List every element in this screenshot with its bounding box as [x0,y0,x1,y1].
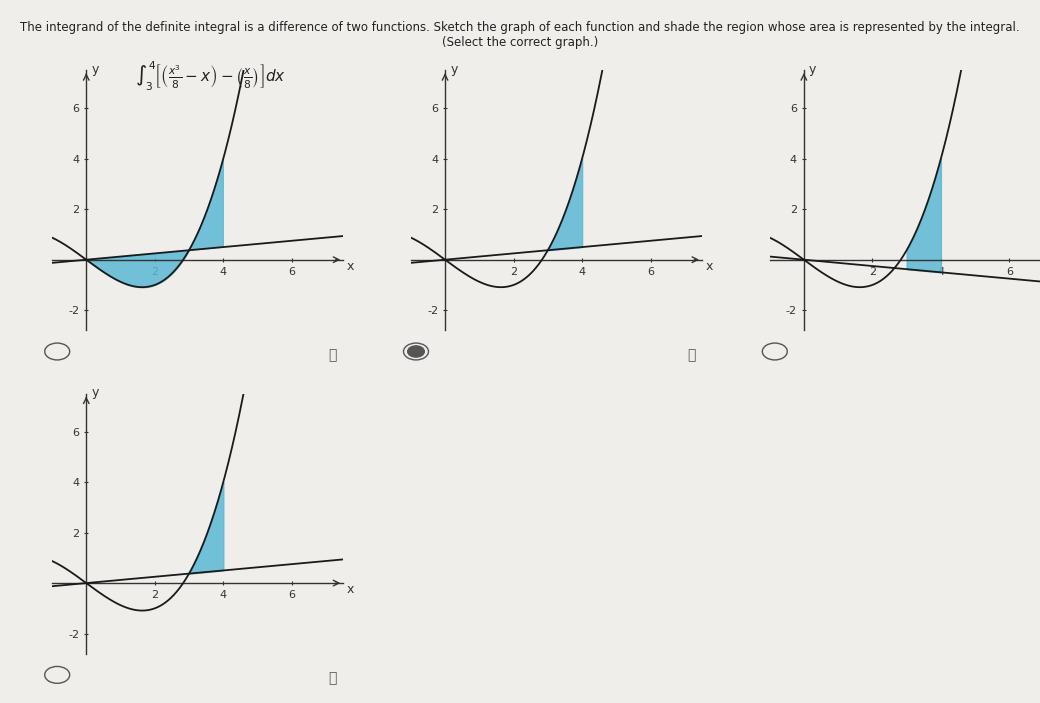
Text: ⓘ: ⓘ [687,348,696,362]
Text: $\int_3^4\left[\left(\frac{x^3}{8}-x\right)-\left(\frac{x}{8}\right)\right]dx$: $\int_3^4\left[\left(\frac{x^3}{8}-x\rig… [135,60,286,93]
Text: x: x [346,583,354,596]
Text: ⓘ: ⓘ [329,348,337,362]
Text: y: y [809,63,816,76]
Text: x: x [346,260,354,273]
Text: ⓘ: ⓘ [329,671,337,685]
Text: The integrand of the definite integral is a difference of two functions. Sketch : The integrand of the definite integral i… [20,21,1020,49]
Text: x: x [705,260,712,273]
Text: y: y [92,386,99,399]
Text: y: y [450,63,458,76]
Text: y: y [92,63,99,76]
